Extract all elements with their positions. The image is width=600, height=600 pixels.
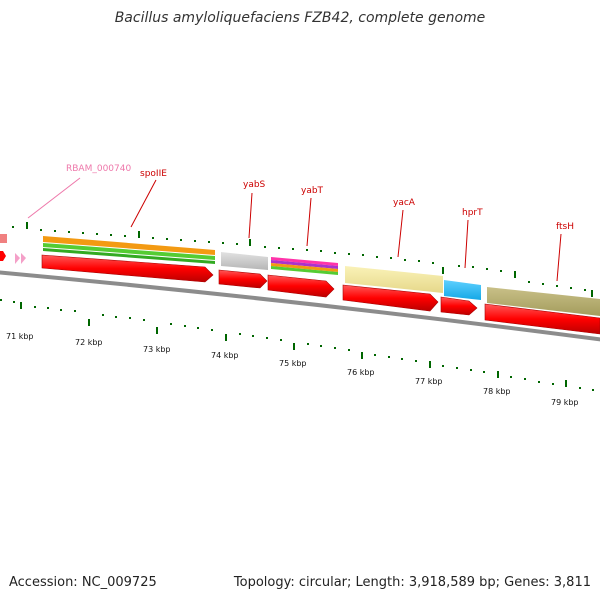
upper-tick-marks <box>12 222 593 297</box>
genome-summary-text: Topology: circular; Length: 3,918,589 bp… <box>233 575 591 590</box>
scale-label-73kbp: 73 kbp <box>143 345 171 354</box>
scale-tick-marks <box>0 299 594 391</box>
accession-text: Accession: NC_009725 <box>9 575 157 590</box>
pseudo-feature-left <box>0 234 26 264</box>
scale-label-78kbp: 78 kbp <box>483 387 511 396</box>
scale-label-75kbp: 75 kbp <box>279 359 307 368</box>
gene-leader-lines <box>27 177 562 282</box>
gene-label-spoIIE: spoIIE <box>140 169 167 179</box>
cds-arrows <box>41 254 600 335</box>
gene-label-RBAM_000740: RBAM_000740 <box>66 164 131 174</box>
scale-label-76kbp: 76 kbp <box>347 368 375 377</box>
gene-ftsH-bar <box>487 287 600 316</box>
gene-label-hprT: hprT <box>462 208 483 218</box>
scale-label-72kbp: 72 kbp <box>75 338 103 347</box>
scale-label-79kbp: 79 kbp <box>551 398 579 407</box>
scale-label-74kbp: 74 kbp <box>211 351 239 360</box>
gene-yacA-bar <box>345 266 443 293</box>
scale-label-71kbp: 71 kbp <box>6 332 34 341</box>
scale-label-77kbp: 77 kbp <box>415 377 443 386</box>
gene-label-yacA: yacA <box>393 198 416 208</box>
gene-yabS-yabT-bars <box>221 252 338 275</box>
map-title: Bacillus amyloliquefaciens FZB42, comple… <box>114 10 486 26</box>
gene-hprT-bar <box>444 280 481 300</box>
gene-label-yabT: yabT <box>301 186 324 196</box>
gene-spoIIE-bars <box>43 236 215 264</box>
gene-label-yabS: yabS <box>243 180 266 190</box>
genome-backbone <box>0 270 600 342</box>
gene-label-ftsH: ftsH <box>556 222 574 232</box>
